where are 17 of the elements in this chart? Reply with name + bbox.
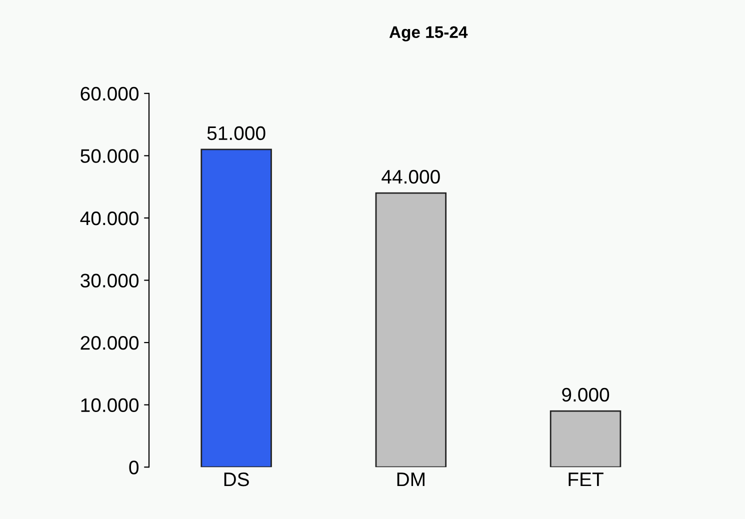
x-tick-label: DM (397, 472, 424, 486)
data-label: 9.000 (562, 388, 610, 402)
x-tick-label: FET (568, 472, 604, 486)
y-tick-label: 40.000 (80, 211, 139, 226)
chart-title: Age 15-24 (389, 26, 468, 42)
bar (550, 410, 622, 468)
y-tick-label: 0 (129, 460, 139, 474)
data-label: 51.000 (207, 126, 266, 140)
bar (375, 192, 447, 468)
y-tick-label: 10.000 (81, 398, 139, 412)
y-tick-label: 60.000 (80, 86, 139, 101)
data-label: 44.000 (382, 170, 440, 184)
y-tick-label: 20.000 (80, 336, 139, 350)
y-tick-label: 30.000 (80, 274, 139, 288)
x-tick-label: DS (224, 472, 249, 486)
bar (200, 148, 272, 468)
y-tick-label: 50.000 (80, 149, 139, 163)
